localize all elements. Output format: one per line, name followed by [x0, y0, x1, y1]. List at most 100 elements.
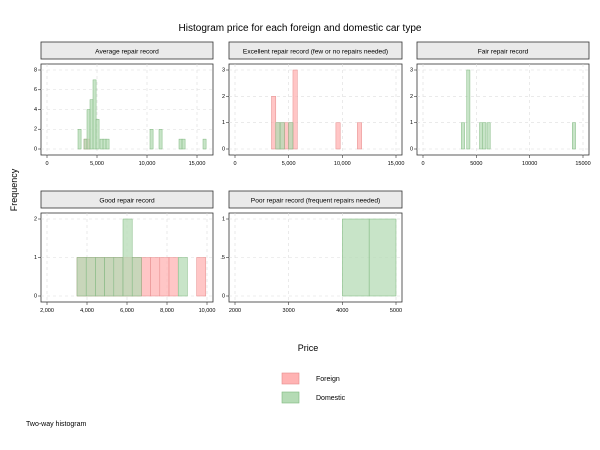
bar-domestic [461, 122, 465, 150]
x-tick-label: 5,000 [282, 161, 296, 167]
y-tick-label: 1 [34, 255, 37, 261]
bar-foreign [357, 122, 362, 150]
bar-domestic [131, 257, 142, 297]
bar-foreign [141, 257, 151, 297]
bar-foreign [196, 257, 207, 297]
x-tick-label: 10000 [522, 161, 537, 167]
bar-domestic [149, 129, 154, 150]
bar-domestic [181, 138, 186, 150]
y-tick-label: 3 [222, 67, 225, 73]
y-tick-label: 0 [222, 293, 225, 299]
bar-domestic [85, 257, 96, 297]
bar-domestic [275, 122, 281, 150]
panel-strip [40, 41, 214, 60]
bar-foreign [284, 122, 289, 150]
bar-foreign [335, 122, 341, 150]
y-tick-label: 2 [34, 127, 37, 133]
y-tick-label: 4 [34, 107, 37, 113]
bar-domestic [92, 79, 97, 150]
y-tick-label: 1 [222, 120, 225, 126]
x-tick-label: 5000 [470, 161, 482, 167]
bar-domestic [479, 122, 483, 150]
x-tick-label: 15000 [575, 161, 590, 167]
bar-domestic [158, 129, 163, 150]
chart-title: Histogram price for each foreign and dom… [179, 23, 422, 34]
bar-domestic [86, 109, 91, 150]
bar-foreign [168, 257, 179, 297]
plot-frame [228, 63, 403, 156]
legend: Foreign Domestic [281, 372, 346, 404]
legend-swatch-foreign [281, 372, 300, 385]
plot-frame [416, 63, 590, 156]
bar-domestic [102, 138, 107, 150]
x-tick-label: 2000 [229, 308, 241, 314]
bar-foreign [271, 96, 277, 150]
x-tick-label: 2,000 [40, 308, 54, 314]
bar-domestic [113, 257, 124, 297]
bar-domestic [95, 257, 105, 297]
x-tick-label: 10,000 [199, 308, 216, 314]
x-tick-label: 15,000 [388, 161, 405, 167]
panel-strip [228, 41, 403, 60]
y-tick-label: 0 [222, 146, 225, 152]
y-tick-label: 0 [34, 293, 37, 299]
x-tick-label: 10,000 [139, 161, 156, 167]
x-tick-label: 4000 [336, 308, 348, 314]
panel-title: Fair repair record [478, 49, 529, 56]
bar-domestic [342, 218, 370, 297]
x-tick-label: 8,000 [160, 308, 174, 314]
y-tick-label: 1 [410, 120, 413, 126]
bar-domestic [99, 138, 104, 150]
bar-domestic [83, 138, 88, 150]
panel-title: Poor repair record (frequent repairs nee… [251, 198, 380, 205]
bar-domestic [77, 129, 82, 150]
x-tick-label: 6,000 [120, 308, 134, 314]
bar-domestic [368, 218, 397, 297]
y-tick-label: 1 [222, 216, 225, 222]
panel-title: Excellent repair record (few or no repai… [243, 49, 388, 56]
panel-strip [228, 190, 403, 209]
x-tick-label: 5,000 [90, 161, 104, 167]
bar-domestic [105, 138, 110, 150]
bar-domestic [104, 257, 115, 297]
bar-domestic [89, 99, 94, 150]
x-tick-label: 0 [45, 161, 48, 167]
legend-swatch-domestic [281, 391, 300, 404]
panel-5: Poor repair record (frequent repairs nee… [220, 190, 403, 314]
panel-3: Fair repair record 0 1 2 3 0 5000 10000 15000 [410, 41, 591, 167]
y-tick-label: 0 [410, 146, 413, 152]
bar-domestic [122, 218, 133, 297]
y-tick-label: .5 [220, 255, 225, 261]
bar-domestic [279, 122, 285, 150]
x-tick-label: 10,000 [334, 161, 351, 167]
panel-title: Good repair record [99, 198, 155, 205]
y-tick-label: 0 [34, 146, 37, 152]
panel-strip [416, 41, 590, 60]
y-axis-label: Frequency [9, 168, 19, 211]
panel-1: Average repair record 0 2 4 6 8 0 5,000 10,000 15… [34, 41, 214, 167]
x-axis-label: Price [298, 343, 319, 353]
x-tick-label: 5000 [390, 308, 402, 314]
bar-foreign [159, 257, 170, 297]
bar-domestic [288, 122, 294, 150]
x-tick-label: 0 [233, 161, 236, 167]
chart-note: Two-way histogram [26, 421, 87, 428]
bar-domestic [466, 69, 471, 150]
x-tick-label: 4,000 [80, 308, 94, 314]
x-tick-label: 0 [421, 161, 424, 167]
y-tick-label: 3 [410, 67, 413, 73]
y-tick-label: 8 [34, 67, 37, 73]
bar-foreign [150, 257, 161, 297]
x-tick-label: 3000 [283, 308, 295, 314]
panel-2: Excellent repair record (few or no repai… [222, 41, 405, 167]
panel-4: Good repair record 0 1 2 2,000 4,000 6,000 8,00… [34, 190, 216, 314]
y-tick-label: 6 [34, 87, 37, 93]
bar-domestic [482, 122, 487, 150]
bar-domestic [95, 119, 100, 150]
panel-title: Average repair record [95, 49, 159, 56]
x-tick-label: 15,000 [189, 161, 206, 167]
bar-foreign [292, 69, 298, 150]
legend-label-domestic: Domestic [316, 395, 346, 402]
y-tick-label: 2 [222, 94, 225, 100]
